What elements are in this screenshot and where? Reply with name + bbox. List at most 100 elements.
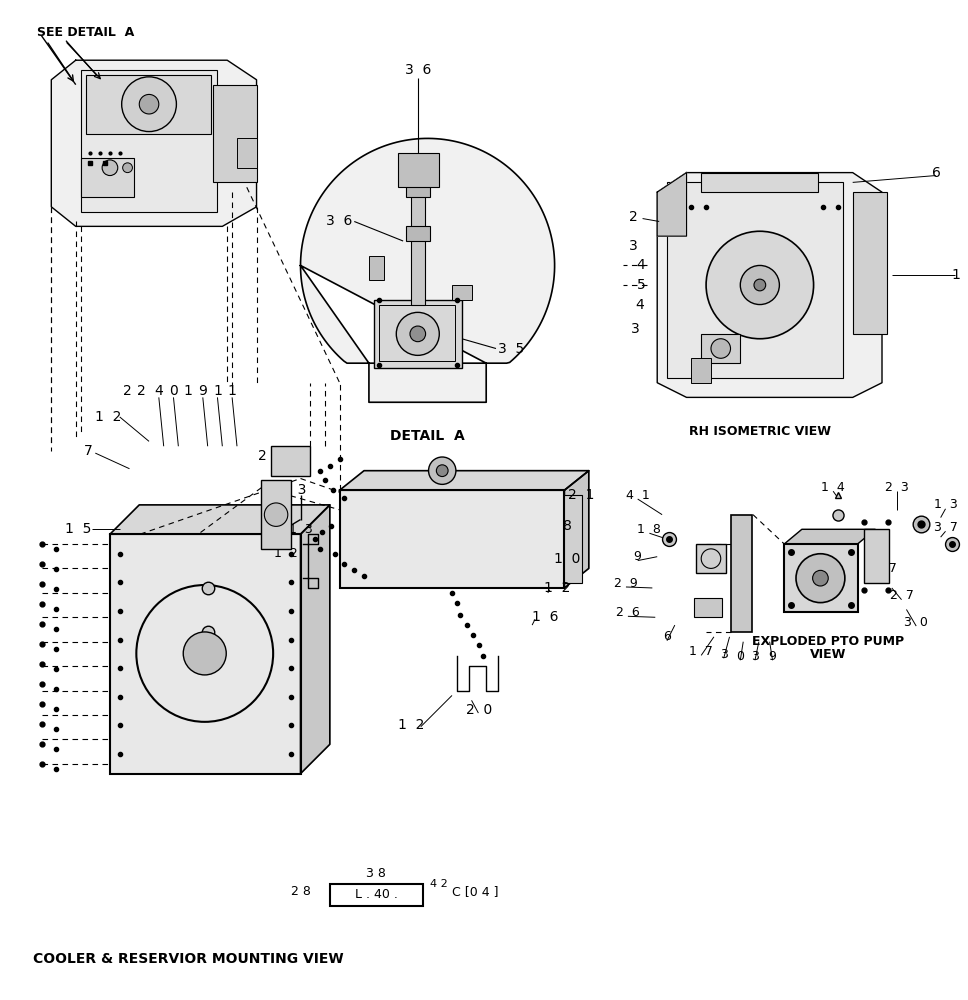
Bar (85, 75, 211, 134)
Circle shape (754, 279, 766, 291)
Text: VIEW: VIEW (810, 648, 846, 661)
Circle shape (410, 326, 426, 342)
Text: 7: 7 (84, 444, 93, 458)
Bar (731, 515, 752, 632)
Text: 8: 8 (562, 519, 572, 533)
Text: EXPLODED PTO PUMP: EXPLODED PTO PUMP (752, 635, 904, 648)
Bar (213, 85, 257, 182)
Text: 1: 1 (227, 384, 236, 398)
Polygon shape (300, 505, 330, 774)
Bar (330, 884, 423, 906)
Polygon shape (657, 173, 686, 236)
Bar (564, 495, 582, 583)
Text: 3  6: 3 6 (405, 63, 431, 77)
Bar (784, 544, 858, 612)
Text: 0: 0 (737, 650, 744, 663)
Polygon shape (300, 138, 555, 402)
Bar (80, 158, 135, 197)
Text: 4  1: 4 1 (625, 489, 650, 502)
Text: 1  2: 1 2 (95, 410, 121, 424)
Polygon shape (51, 60, 257, 226)
Circle shape (429, 457, 456, 484)
Polygon shape (657, 173, 882, 397)
Polygon shape (110, 505, 330, 534)
Text: 4: 4 (636, 298, 645, 312)
Circle shape (812, 570, 829, 586)
Bar (691, 358, 711, 383)
Polygon shape (784, 529, 875, 544)
Text: RH ISOMETRIC VIEW: RH ISOMETRIC VIEW (689, 425, 831, 438)
Circle shape (123, 163, 133, 173)
Bar (696, 544, 726, 573)
Bar (864, 529, 889, 583)
Text: 3: 3 (720, 648, 728, 661)
Bar (271, 446, 311, 476)
Text: 1  3: 1 3 (281, 483, 307, 497)
Text: 1  6: 1 6 (531, 610, 559, 624)
Text: 1  2: 1 2 (544, 581, 571, 595)
Text: 1  8: 1 8 (638, 523, 661, 536)
Text: 6: 6 (663, 630, 671, 643)
Text: 4: 4 (155, 384, 164, 398)
Bar (369, 256, 383, 280)
Bar (701, 173, 819, 192)
Bar (406, 226, 430, 241)
Text: L . 40 .: L . 40 . (355, 888, 398, 901)
Text: 2: 2 (136, 384, 145, 398)
Text: 1: 1 (213, 384, 222, 398)
Text: 1  2: 1 2 (274, 547, 298, 560)
Bar (853, 192, 887, 334)
Text: 1: 1 (184, 384, 193, 398)
Bar (406, 182, 430, 197)
Circle shape (741, 265, 779, 305)
Circle shape (103, 160, 118, 176)
Text: 2  1: 2 1 (568, 488, 594, 502)
Circle shape (437, 465, 448, 477)
Bar (701, 334, 741, 363)
Text: 4 2: 4 2 (431, 879, 448, 889)
Text: 2  6: 2 6 (616, 606, 640, 619)
Text: 3  6: 3 6 (326, 214, 352, 228)
Text: 4: 4 (637, 258, 646, 272)
Bar (378, 305, 455, 361)
Text: 1  4: 1 4 (821, 481, 845, 494)
Bar (80, 70, 218, 212)
Text: 3  5: 3 5 (498, 342, 524, 356)
Text: 3: 3 (631, 322, 640, 336)
Text: 2  5: 2 5 (258, 449, 285, 463)
Text: 2  0: 2 0 (467, 703, 493, 717)
Text: 2: 2 (123, 384, 132, 398)
Polygon shape (564, 471, 589, 588)
Text: 1  5: 1 5 (66, 522, 92, 536)
Text: 1  7: 1 7 (689, 645, 713, 658)
Text: 3: 3 (629, 239, 638, 253)
Text: 2: 2 (629, 210, 638, 224)
Text: 3 8: 3 8 (366, 867, 385, 880)
Bar (374, 300, 462, 368)
Bar (694, 598, 722, 617)
Text: 1  3: 1 3 (934, 498, 957, 511)
Circle shape (796, 554, 845, 603)
Bar (340, 490, 564, 588)
Text: C [0 4 ]: C [0 4 ] (452, 885, 499, 898)
Text: 2 8: 2 8 (291, 885, 312, 898)
Bar (237, 138, 257, 168)
Bar (411, 182, 425, 305)
Circle shape (711, 339, 731, 358)
Text: 1  2: 1 2 (398, 718, 424, 732)
Text: 1  3: 1 3 (288, 523, 313, 536)
Text: 5: 5 (637, 278, 646, 292)
Bar (261, 480, 290, 549)
Text: 3  7: 3 7 (873, 562, 897, 575)
Text: 3: 3 (751, 650, 759, 663)
Bar (667, 182, 843, 378)
Text: 0: 0 (169, 384, 178, 398)
Circle shape (396, 312, 439, 355)
Circle shape (122, 77, 176, 132)
Polygon shape (340, 471, 589, 490)
Text: 9: 9 (198, 384, 207, 398)
Text: 2  9: 2 9 (614, 577, 638, 590)
Circle shape (264, 503, 287, 526)
Text: 3  0: 3 0 (904, 616, 928, 629)
Text: 2  3: 2 3 (885, 481, 909, 494)
